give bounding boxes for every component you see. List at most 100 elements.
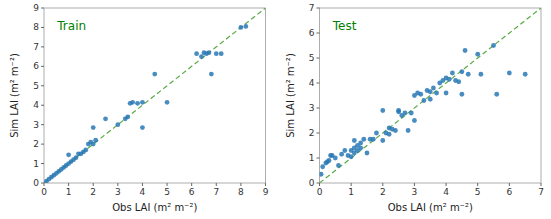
point — [91, 125, 96, 130]
point — [327, 158, 332, 163]
tick-mark — [216, 183, 217, 186]
point — [349, 154, 354, 159]
tick-label: 8 — [33, 22, 39, 32]
point — [358, 141, 363, 146]
marks — [320, 8, 542, 183]
point — [206, 50, 211, 55]
plot-frame — [320, 8, 542, 183]
tick-mark — [240, 183, 241, 186]
reference-line — [320, 8, 542, 183]
tick-label: 6 — [506, 187, 512, 197]
point — [339, 152, 344, 157]
axis-label: Obs LAI (m² m⁻²) — [112, 202, 197, 213]
tick-mark — [142, 183, 143, 186]
point — [243, 24, 248, 29]
point — [333, 156, 338, 161]
tick-mark — [41, 85, 44, 86]
point — [219, 51, 224, 56]
point — [103, 116, 108, 121]
plot-frame — [44, 8, 266, 183]
tick-mark — [41, 66, 44, 67]
marks — [44, 8, 266, 183]
tick-label: 9 — [263, 187, 269, 197]
point — [93, 138, 98, 143]
point — [422, 98, 427, 103]
tick-mark — [41, 8, 44, 9]
tick-mark — [317, 8, 320, 9]
point — [194, 51, 199, 56]
tick-mark — [382, 183, 383, 186]
tick-mark — [41, 183, 44, 184]
point — [387, 132, 392, 137]
point — [380, 138, 385, 143]
point — [463, 48, 468, 53]
tick-label: 1 — [348, 187, 354, 197]
tick-mark — [41, 105, 44, 106]
tick-mark — [317, 108, 320, 109]
panel: 0123456701234567Obs LAI (m² m⁻²)Sim LAI … — [285, 3, 544, 213]
point — [371, 137, 376, 142]
tick-label: 0 — [41, 187, 47, 197]
tick-label: 5 — [164, 187, 170, 197]
tick-label: 4 — [140, 187, 146, 197]
point — [214, 51, 219, 56]
tick-label: 2 — [380, 187, 386, 197]
point — [165, 100, 170, 105]
tick-label: 7 — [309, 3, 315, 13]
axis-label: Obs LAI (m² m⁻²) — [388, 202, 473, 213]
tick-mark — [117, 183, 118, 186]
tick-mark — [167, 183, 168, 186]
point — [374, 131, 379, 136]
point — [491, 43, 496, 48]
tick-mark — [317, 58, 320, 59]
tick-mark — [191, 183, 192, 186]
tick-label: 0 — [317, 187, 323, 197]
point — [494, 92, 499, 97]
point — [115, 122, 120, 127]
tick-label: 2 — [309, 128, 315, 138]
tick-label: 2 — [33, 139, 39, 149]
tick-mark — [41, 163, 44, 164]
tick-mark — [41, 144, 44, 145]
tick-mark — [93, 183, 94, 186]
tick-label: 7 — [33, 42, 39, 52]
point — [403, 111, 408, 116]
tick-label: 4 — [309, 78, 315, 88]
tick-label: 3 — [33, 120, 39, 130]
point — [523, 72, 528, 77]
tick-mark — [317, 33, 320, 34]
point — [320, 164, 325, 169]
point — [409, 111, 414, 116]
tick-mark — [68, 183, 69, 186]
point — [140, 100, 145, 105]
point — [444, 91, 449, 96]
tick-mark — [317, 183, 320, 184]
annotation: Test — [332, 19, 357, 33]
tick-label: 0 — [309, 178, 315, 188]
tick-label: 6 — [33, 61, 39, 71]
tick-label: 1 — [66, 187, 72, 197]
tick-mark — [351, 183, 352, 186]
tick-label: 1 — [309, 153, 315, 163]
tick-label: 3 — [115, 187, 121, 197]
tick-label: 5 — [309, 53, 315, 63]
point — [238, 25, 243, 30]
point — [434, 91, 439, 96]
point — [507, 71, 512, 76]
tick-mark — [509, 183, 510, 186]
point — [135, 101, 140, 106]
tick-label: 3 — [309, 103, 315, 113]
point — [342, 148, 347, 153]
point — [459, 69, 464, 74]
tick-mark — [41, 124, 44, 125]
point — [125, 114, 130, 119]
tick-label: 2 — [90, 187, 96, 197]
point — [130, 100, 135, 105]
tick-mark — [41, 46, 44, 47]
tick-mark — [317, 83, 320, 84]
point — [352, 138, 357, 143]
tick-mark — [317, 133, 320, 134]
point — [428, 97, 433, 102]
tick-label: 1 — [33, 159, 39, 169]
tick-label: 6 — [309, 28, 315, 38]
